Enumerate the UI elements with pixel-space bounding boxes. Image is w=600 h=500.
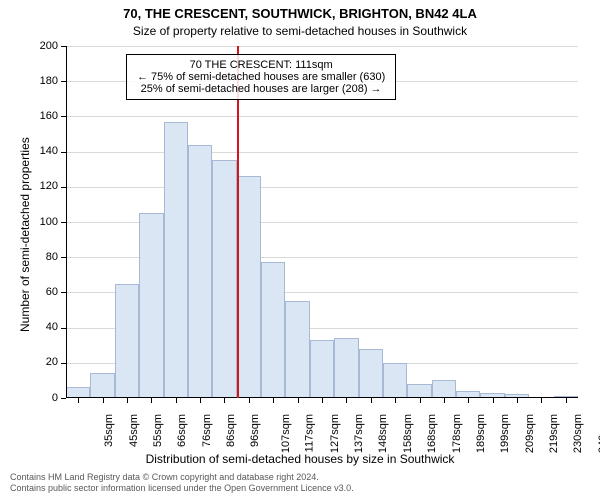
- gridline: [66, 46, 578, 47]
- x-tick-label: 127sqm: [329, 414, 341, 453]
- y-tick-label: 40: [28, 321, 58, 333]
- y-tick-label: 140: [28, 145, 58, 157]
- x-tick: [127, 398, 128, 403]
- y-tick-label: 160: [28, 110, 58, 122]
- info-box-line: 70 THE CRESCENT: 111sqm: [137, 59, 385, 71]
- x-tick: [420, 398, 421, 403]
- x-tick-label: 76sqm: [201, 414, 213, 447]
- y-tick-label: 180: [28, 75, 58, 87]
- bar: [261, 262, 285, 398]
- x-tick-label: 219sqm: [548, 414, 560, 453]
- x-tick: [176, 398, 177, 403]
- x-tick: [517, 398, 518, 403]
- x-tick-label: 107sqm: [280, 414, 292, 453]
- y-tick-label: 120: [28, 180, 58, 192]
- y-tick-label: 80: [28, 251, 58, 263]
- x-tick-label: 45sqm: [128, 414, 140, 447]
- bar: [432, 380, 456, 398]
- x-tick-label: 55sqm: [152, 414, 164, 447]
- x-tick-label: 66sqm: [176, 414, 188, 447]
- x-tick: [468, 398, 469, 403]
- footer: Contains HM Land Registry data © Crown c…: [10, 472, 354, 495]
- bar: [310, 340, 334, 398]
- x-tick-label: 96sqm: [250, 414, 262, 447]
- bar: [334, 338, 358, 398]
- x-tick-label: 178sqm: [451, 414, 463, 453]
- bar: [164, 122, 188, 398]
- bar: [139, 213, 163, 398]
- x-tick: [78, 398, 79, 403]
- x-tick: [224, 398, 225, 403]
- info-box: 70 THE CRESCENT: 111sqm← 75% of semi-det…: [126, 54, 396, 100]
- x-tick: [395, 398, 396, 403]
- bar: [359, 349, 383, 398]
- x-tick-label: 199sqm: [499, 414, 511, 453]
- x-tick-label: 86sqm: [225, 414, 237, 447]
- y-tick-label: 100: [28, 216, 58, 228]
- y-axis-label: Number of semi-detached properties: [18, 137, 32, 332]
- x-tick: [346, 398, 347, 403]
- x-tick: [566, 398, 567, 403]
- footer-line-1: Contains HM Land Registry data © Crown c…: [10, 472, 354, 483]
- footer-line-2: Contains public sector information licen…: [10, 483, 354, 494]
- x-tick-label: 148sqm: [378, 414, 390, 453]
- bar: [90, 373, 114, 398]
- x-tick: [103, 398, 104, 403]
- x-tick-label: 189sqm: [475, 414, 487, 453]
- info-box-line: ← 75% of semi-detached houses are smalle…: [137, 71, 385, 83]
- gridline: [66, 187, 578, 188]
- x-tick: [493, 398, 494, 403]
- x-axis-line: [66, 397, 578, 398]
- bar: [237, 176, 261, 398]
- x-tick: [249, 398, 250, 403]
- chart-title: 70, THE CRESCENT, SOUTHWICK, BRIGHTON, B…: [0, 6, 600, 21]
- x-tick: [273, 398, 274, 403]
- x-tick: [371, 398, 372, 403]
- x-tick: [200, 398, 201, 403]
- chart-subtitle: Size of property relative to semi-detach…: [0, 24, 600, 38]
- x-tick-label: 230sqm: [573, 414, 585, 453]
- x-tick: [298, 398, 299, 403]
- y-tick-label: 0: [28, 392, 58, 404]
- info-box-line: 25% of semi-detached houses are larger (…: [137, 83, 385, 95]
- x-tick-label: 137sqm: [353, 414, 365, 453]
- y-tick-label: 200: [28, 40, 58, 52]
- bar: [115, 284, 139, 398]
- chart-root: 70, THE CRESCENT, SOUTHWICK, BRIGHTON, B…: [0, 0, 600, 500]
- gridline: [66, 152, 578, 153]
- x-tick-label: 35sqm: [103, 414, 115, 447]
- x-tick-label: 158sqm: [402, 414, 414, 453]
- bar: [407, 384, 431, 398]
- y-axis-line: [66, 46, 67, 398]
- bar: [383, 363, 407, 398]
- y-tick: [61, 398, 66, 399]
- x-tick: [322, 398, 323, 403]
- bar: [285, 301, 309, 398]
- bar: [188, 145, 212, 398]
- x-tick-label: 117sqm: [304, 414, 316, 452]
- x-tick: [541, 398, 542, 403]
- bar: [212, 160, 236, 398]
- x-tick-label: 168sqm: [426, 414, 438, 453]
- x-axis-label: Distribution of semi-detached houses by …: [0, 452, 600, 466]
- plot-area: 02040608010012014016018020035sqm45sqm55s…: [66, 46, 578, 398]
- x-tick: [444, 398, 445, 403]
- gridline: [66, 116, 578, 117]
- x-tick-label: 209sqm: [524, 414, 536, 453]
- y-tick-label: 20: [28, 356, 58, 368]
- y-tick-label: 60: [28, 286, 58, 298]
- x-tick: [151, 398, 152, 403]
